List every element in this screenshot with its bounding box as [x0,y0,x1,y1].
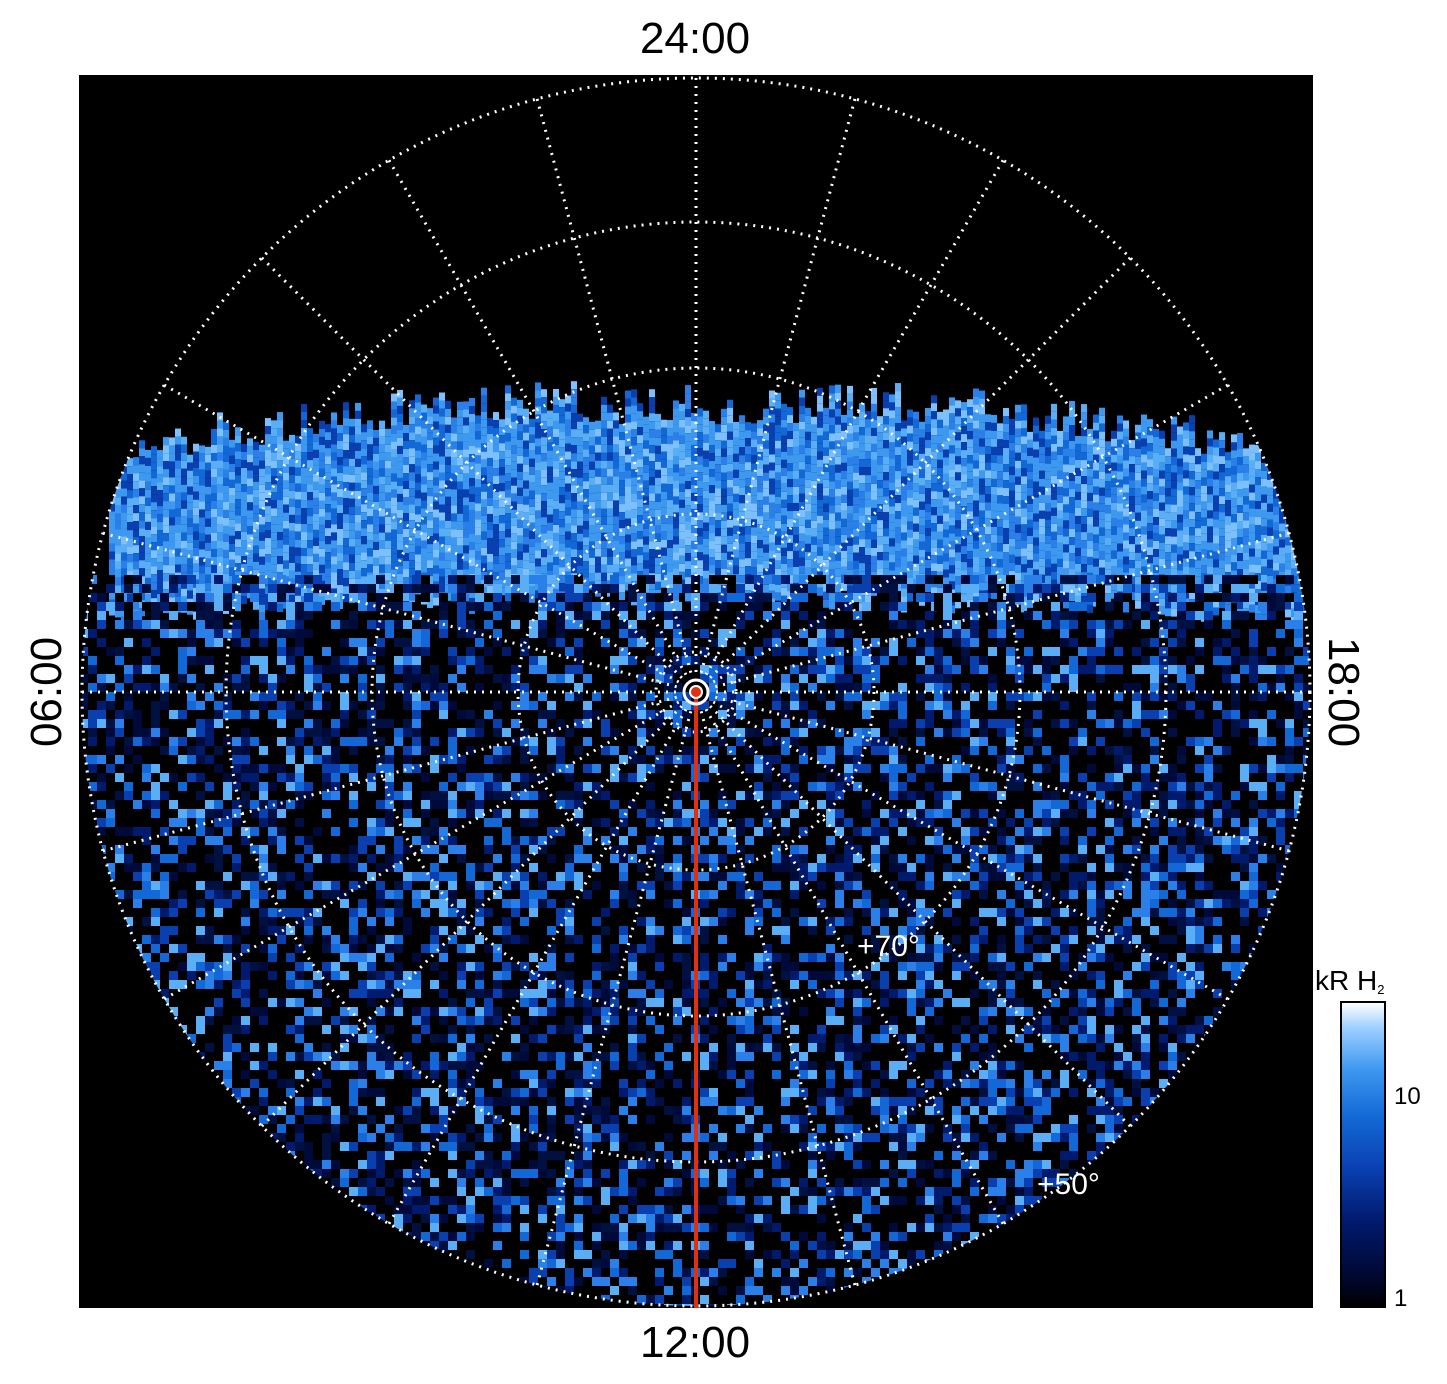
local-time-label-right: 18:00 [1319,636,1368,748]
meridian-line [699,710,857,1286]
latitude-circle [654,650,738,734]
pole-marker-inner [689,685,703,699]
colorbar-tick-10: 10 [1394,1083,1421,1110]
meridian-line [387,708,688,1225]
latitude-label-50: +50° [1037,1168,1100,1201]
local-time-label-left: 06:00 [22,636,71,748]
meridian-line [714,531,1290,689]
meridian-line [709,705,1132,1128]
meridian-line [163,700,680,1001]
meridian-line [712,383,1229,684]
local-time-label-bottom: 12:00 [639,1318,751,1367]
meridian-line [714,695,1290,853]
colorbar-title-text: kR H [1315,965,1378,996]
colorbar [1340,1001,1386,1308]
meridian-line [704,708,1005,1225]
meridian-line [102,531,678,689]
polar-svg [80,76,1312,1308]
meridian-line [699,98,857,674]
meridian-line [709,256,1132,679]
meridian-line [704,159,1005,676]
meridian-line [102,695,678,853]
polar-projection-plot [79,75,1313,1308]
colorbar-tick-1: 1 [1394,1285,1408,1312]
meridian-line [387,159,688,676]
meridian-line [163,383,680,684]
colorbar-title-subscript: 2 [1377,982,1385,997]
meridian-line [535,98,693,674]
meridian-line [535,710,693,1286]
meridian-line [260,705,683,1128]
meridian-line [712,700,1229,1001]
meridian-line [260,256,683,679]
latitude-label-70: +70° [857,930,920,963]
local-time-label-top: 24:00 [639,14,751,63]
latitude-circle [516,512,876,872]
colorbar-title: kR H2 [1315,965,1384,997]
pole-marker-outer [682,678,710,706]
